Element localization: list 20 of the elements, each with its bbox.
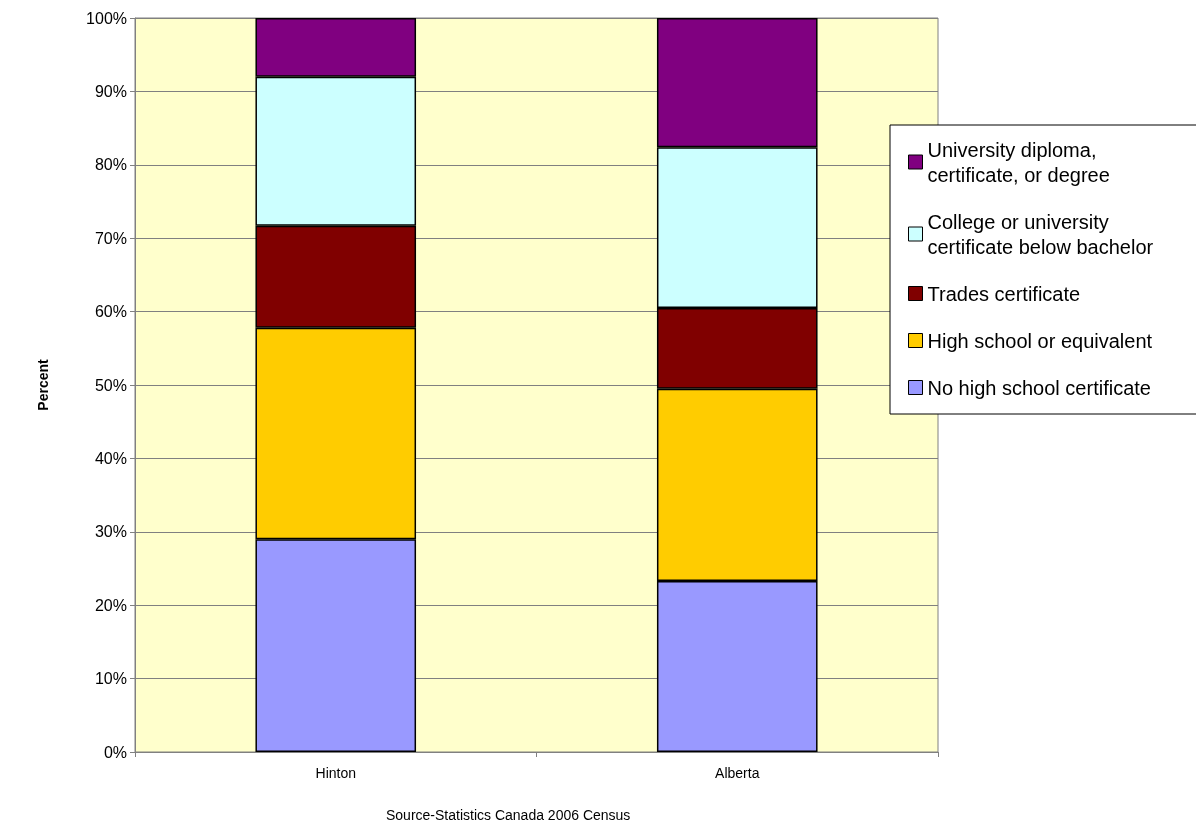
y-tick-label: 70% — [94, 229, 127, 247]
y-tick-label: 30% — [94, 523, 127, 541]
y-tick-label: 50% — [94, 376, 127, 394]
legend-label: University diploma, certificate, or degree — [927, 138, 1110, 186]
source-note: Source-Statistics Canada 2006 Census — [386, 807, 631, 823]
y-tick-label: 90% — [94, 82, 127, 100]
legend-label: College or university certificate below bachelor — [927, 210, 1154, 258]
legend-label: No high school certificate — [927, 376, 1151, 399]
x-tick-label: Hinton — [315, 765, 356, 781]
y-axis-title: Percent — [35, 358, 51, 411]
legend-label: Trades certificate — [927, 282, 1081, 305]
y-tick-label: 100% — [86, 9, 127, 27]
y-tick-label: 10% — [94, 670, 127, 688]
y-tick-label: 80% — [94, 156, 127, 174]
legend-label: High school or equivalent — [927, 329, 1153, 352]
y-tick-label: 0% — [103, 743, 127, 761]
x-tick-label: Alberta — [715, 765, 760, 781]
y-tick-label: 20% — [94, 596, 127, 614]
y-tick-label: 40% — [94, 449, 127, 467]
y-tick-label: 60% — [94, 303, 127, 321]
